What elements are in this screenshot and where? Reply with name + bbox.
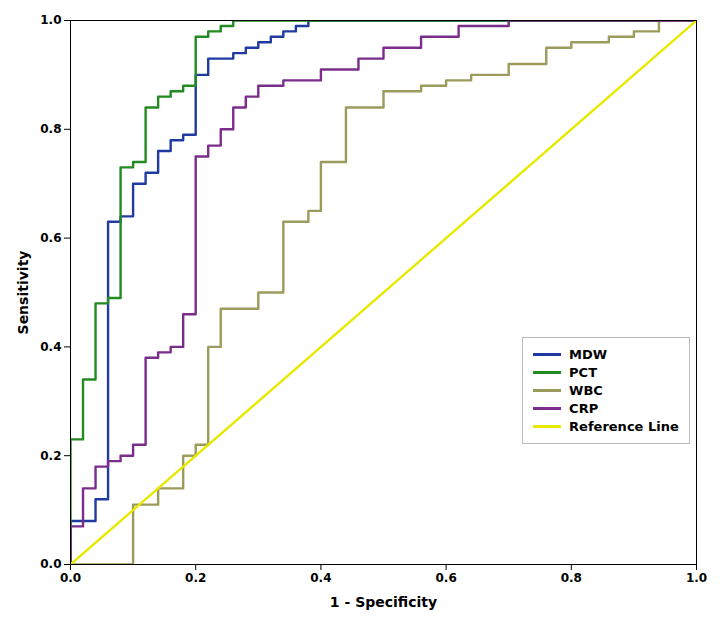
svg-text:0.8: 0.8 xyxy=(561,571,582,585)
html-text:CRP: CRP xyxy=(569,401,599,417)
html-text:Reference Line: Reference Line xyxy=(569,419,679,435)
html-text:WBC: WBC xyxy=(569,383,603,399)
html-text:MDW: MDW xyxy=(569,347,608,363)
svg-text:1.0: 1.0 xyxy=(40,13,61,27)
svg-text:0.6: 0.6 xyxy=(435,571,456,585)
html-text:PCT: PCT xyxy=(569,365,597,381)
svg-text:0.6: 0.6 xyxy=(40,231,61,245)
svg-text:Sensitivity: Sensitivity xyxy=(15,251,31,335)
svg-text:1 - Specificity: 1 - Specificity xyxy=(330,594,437,610)
svg-text:0.0: 0.0 xyxy=(60,571,81,585)
svg-text:0.0: 0.0 xyxy=(40,557,61,571)
svg-text:0.2: 0.2 xyxy=(40,449,61,463)
svg-text:0.2: 0.2 xyxy=(185,571,206,585)
svg-text:1.0: 1.0 xyxy=(686,571,707,585)
svg-text:0.4: 0.4 xyxy=(310,571,331,585)
svg-text:0.4: 0.4 xyxy=(40,340,61,354)
svg-text:0.8: 0.8 xyxy=(40,122,61,136)
